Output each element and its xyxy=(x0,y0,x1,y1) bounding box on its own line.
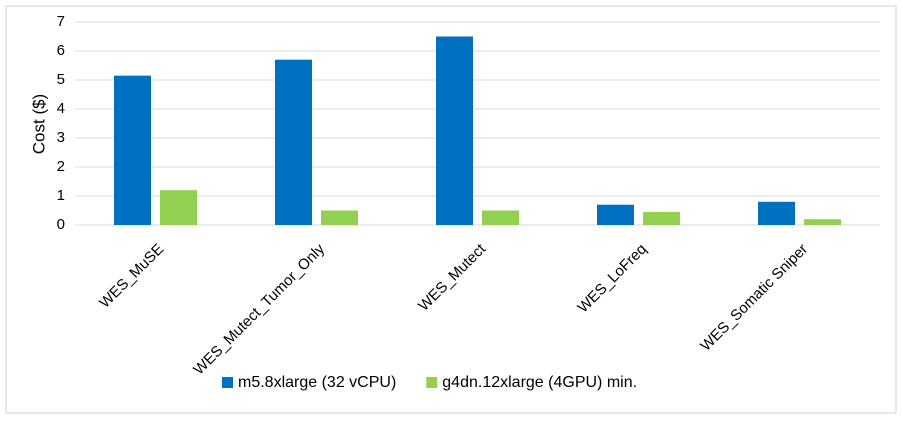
bar xyxy=(804,219,841,225)
bar xyxy=(160,190,197,225)
y-tick-label: 0 xyxy=(57,216,65,233)
legend-swatch xyxy=(426,377,438,388)
legend-label: g4dn.12xlarge (4GPU) min. xyxy=(442,374,637,391)
chart-frame xyxy=(5,5,897,414)
bar xyxy=(643,211,680,225)
y-tick-label: 5 xyxy=(57,71,65,88)
bar xyxy=(758,201,795,225)
bar xyxy=(114,75,151,226)
x-tick-label: WES_Mutect xyxy=(415,240,489,314)
bar xyxy=(275,59,312,226)
y-tick-label: 4 xyxy=(57,100,65,117)
bar xyxy=(482,210,519,225)
legend-label: m5.8xlarge (32 vCPU) xyxy=(238,374,396,391)
y-tick-label: 3 xyxy=(57,129,65,146)
bar xyxy=(597,204,634,225)
x-tick-label: WES_Somatic Sniper xyxy=(697,241,811,355)
y-tick-label: 1 xyxy=(57,187,65,204)
y-tick-label: 7 xyxy=(57,13,65,30)
x-tick-label: WES_MuSE xyxy=(96,241,167,312)
bar xyxy=(321,210,358,225)
legend-swatch xyxy=(222,377,233,388)
y-tick-label: 2 xyxy=(57,158,65,175)
bar xyxy=(436,36,473,225)
y-axis-label: Cost ($) xyxy=(29,94,48,154)
y-tick-label: 6 xyxy=(57,42,65,59)
x-tick-label: WES_LoFreq xyxy=(574,241,650,317)
x-tick-label: WES_Mutect_Tumor_Only xyxy=(190,240,328,378)
